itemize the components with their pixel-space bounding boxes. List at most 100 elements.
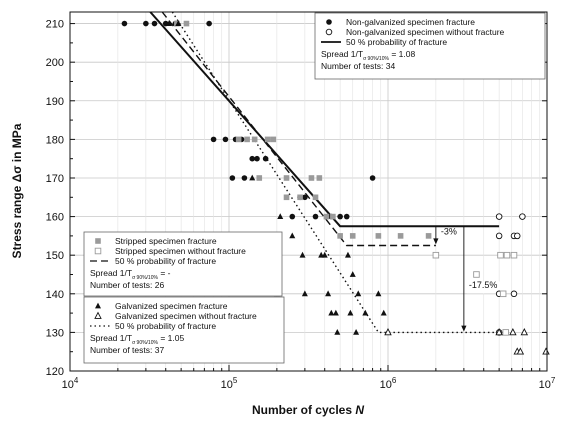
data-point-filled-triangle bbox=[355, 290, 362, 297]
data-point-filled-circle bbox=[289, 213, 296, 220]
arrow-17pct-head bbox=[461, 325, 467, 332]
data-point-filled-triangle bbox=[299, 251, 306, 258]
probability-line-galvanized bbox=[171, 11, 500, 334]
data-point-filled-square bbox=[183, 20, 190, 27]
legend-box bbox=[314, 12, 546, 80]
data-point-open-square bbox=[503, 251, 511, 259]
data-point-open-square bbox=[432, 251, 440, 259]
legend-entry: Stripped specimen without fracture bbox=[115, 246, 246, 256]
data-point-open-triangle bbox=[509, 328, 517, 336]
data-point-open-circle bbox=[514, 232, 521, 240]
legend-entry: 50 % probability of fracture bbox=[346, 37, 447, 47]
data-point-open-circle bbox=[510, 290, 518, 298]
data-point-filled-square bbox=[270, 136, 277, 143]
data-point-open-triangle bbox=[516, 347, 525, 355]
legend-spread: Spread 1/Tσ 90%/10% = - bbox=[90, 268, 171, 281]
data-point-filled-triangle bbox=[344, 251, 351, 258]
data-point-filled-triangle bbox=[334, 328, 341, 335]
x-tick-exponent: 4 bbox=[74, 376, 79, 385]
legend-marker-filled-square bbox=[95, 238, 101, 244]
data-point-filled-triangle bbox=[325, 290, 332, 297]
data-point-filled-triangle bbox=[277, 213, 284, 219]
legend-tests: Number of tests: 37 bbox=[90, 345, 164, 355]
data-point-filled-square bbox=[235, 136, 242, 143]
data-point-filled-circle bbox=[143, 20, 149, 27]
y-tick-label: 120 bbox=[46, 366, 64, 378]
probability-lines bbox=[149, 11, 500, 334]
data-point-filled-circle bbox=[312, 213, 319, 220]
data-point-filled-triangle bbox=[380, 309, 387, 316]
data-point-filled-triangle bbox=[349, 271, 356, 277]
annotation-arrows: -3% -17.5% bbox=[433, 226, 501, 332]
legend-spread-value: = - bbox=[158, 268, 171, 278]
data-point-filled-square bbox=[330, 213, 336, 220]
legend-spread-sub: σ 90%/10% bbox=[132, 340, 158, 346]
legend-spread-sub: σ 90%/10% bbox=[132, 275, 158, 281]
data-point-filled-square bbox=[283, 175, 290, 181]
y-tick-label: 130 bbox=[46, 327, 64, 339]
data-point-filled-circle bbox=[222, 136, 229, 143]
data-point-filled-triangle bbox=[289, 232, 296, 239]
x-tick-label: 104 bbox=[62, 376, 79, 391]
data-point-filled-square bbox=[256, 175, 263, 181]
x-tick-label: 105 bbox=[221, 376, 238, 391]
data-point-filled-square bbox=[244, 136, 250, 143]
legend-entry: Stripped specimen fracture bbox=[115, 236, 217, 246]
legend-entry: Galvanized specimen without fracture bbox=[115, 311, 257, 321]
legend-spread: Spread 1/Tσ 90%/10% = 1.08 bbox=[321, 49, 415, 62]
x-tick-exponent: 7 bbox=[551, 376, 556, 385]
legend-entry: Non-galvanized specimen fracture bbox=[346, 17, 475, 27]
legend-box bbox=[83, 231, 283, 297]
arrow-3pct-head bbox=[433, 238, 439, 245]
legend-top-right: Non-galvanized specimen fractureNon-galv… bbox=[314, 12, 546, 80]
data-point-open-circle bbox=[495, 232, 503, 240]
x-tick-exponent: 5 bbox=[233, 376, 238, 385]
data-point-filled-square bbox=[337, 233, 343, 239]
probability-line-non-galvanized bbox=[149, 11, 500, 228]
x-tick-exponent: 6 bbox=[392, 376, 397, 385]
data-point-open-triangle bbox=[520, 328, 529, 336]
data-point-filled-circle bbox=[121, 20, 128, 27]
data-point-filled-circle bbox=[229, 175, 236, 181]
legend-marker-open-circle bbox=[325, 28, 333, 36]
y-axis-title: Stress range Δσ in MPa bbox=[10, 123, 24, 258]
data-point-filled-circle bbox=[210, 136, 217, 143]
legend-spread-value: = 1.08 bbox=[389, 49, 416, 59]
y-tick-label: 190 bbox=[46, 96, 64, 108]
data-point-filled-square bbox=[425, 233, 432, 239]
data-point-filled-triangle bbox=[301, 290, 308, 297]
x-tick-base: 10 bbox=[62, 379, 74, 391]
data-point-filled-square bbox=[283, 194, 290, 201]
y-tick-label: 150 bbox=[46, 250, 64, 262]
data-point-filled-triangle bbox=[347, 309, 354, 316]
data-point-open-circle bbox=[519, 213, 526, 220]
data-point-filled-circle bbox=[343, 213, 350, 220]
data-point-filled-square bbox=[316, 175, 323, 181]
legend-spread-label: Spread 1/T bbox=[90, 333, 132, 343]
legend-entry: Galvanized specimen fracture bbox=[115, 301, 228, 311]
data-point-filled-circle bbox=[369, 175, 376, 181]
legend-entry: 50 % probability of fracture bbox=[115, 256, 216, 266]
x-tick-base: 10 bbox=[539, 379, 551, 391]
legend-tests: Number of tests: 34 bbox=[321, 61, 395, 71]
annotation-3pct: -3% bbox=[441, 227, 457, 237]
plot-frame bbox=[69, 11, 548, 372]
data-point-filled-circle bbox=[302, 194, 308, 201]
legend-tests: Number of tests: 26 bbox=[90, 280, 164, 290]
data-point-filled-circle bbox=[241, 175, 248, 181]
annotation-17pct: -17.5% bbox=[469, 280, 498, 290]
data-point-filled-triangle bbox=[353, 328, 360, 335]
data-point-filled-circle bbox=[249, 155, 256, 162]
data-point-open-triangle bbox=[495, 328, 503, 336]
x-axis-title-symbol: N bbox=[355, 403, 364, 417]
legend-marker-open-square bbox=[94, 247, 102, 255]
x-axis-title-text: Number of cycles bbox=[252, 403, 352, 417]
legend-spread-value: = 1.05 bbox=[158, 333, 185, 343]
data-point-open-square bbox=[473, 271, 480, 278]
legend-entry: Non-galvanized specimen without fracture bbox=[346, 27, 505, 37]
data-point-filled-circle bbox=[337, 213, 343, 220]
data-point-filled-square bbox=[349, 233, 356, 239]
